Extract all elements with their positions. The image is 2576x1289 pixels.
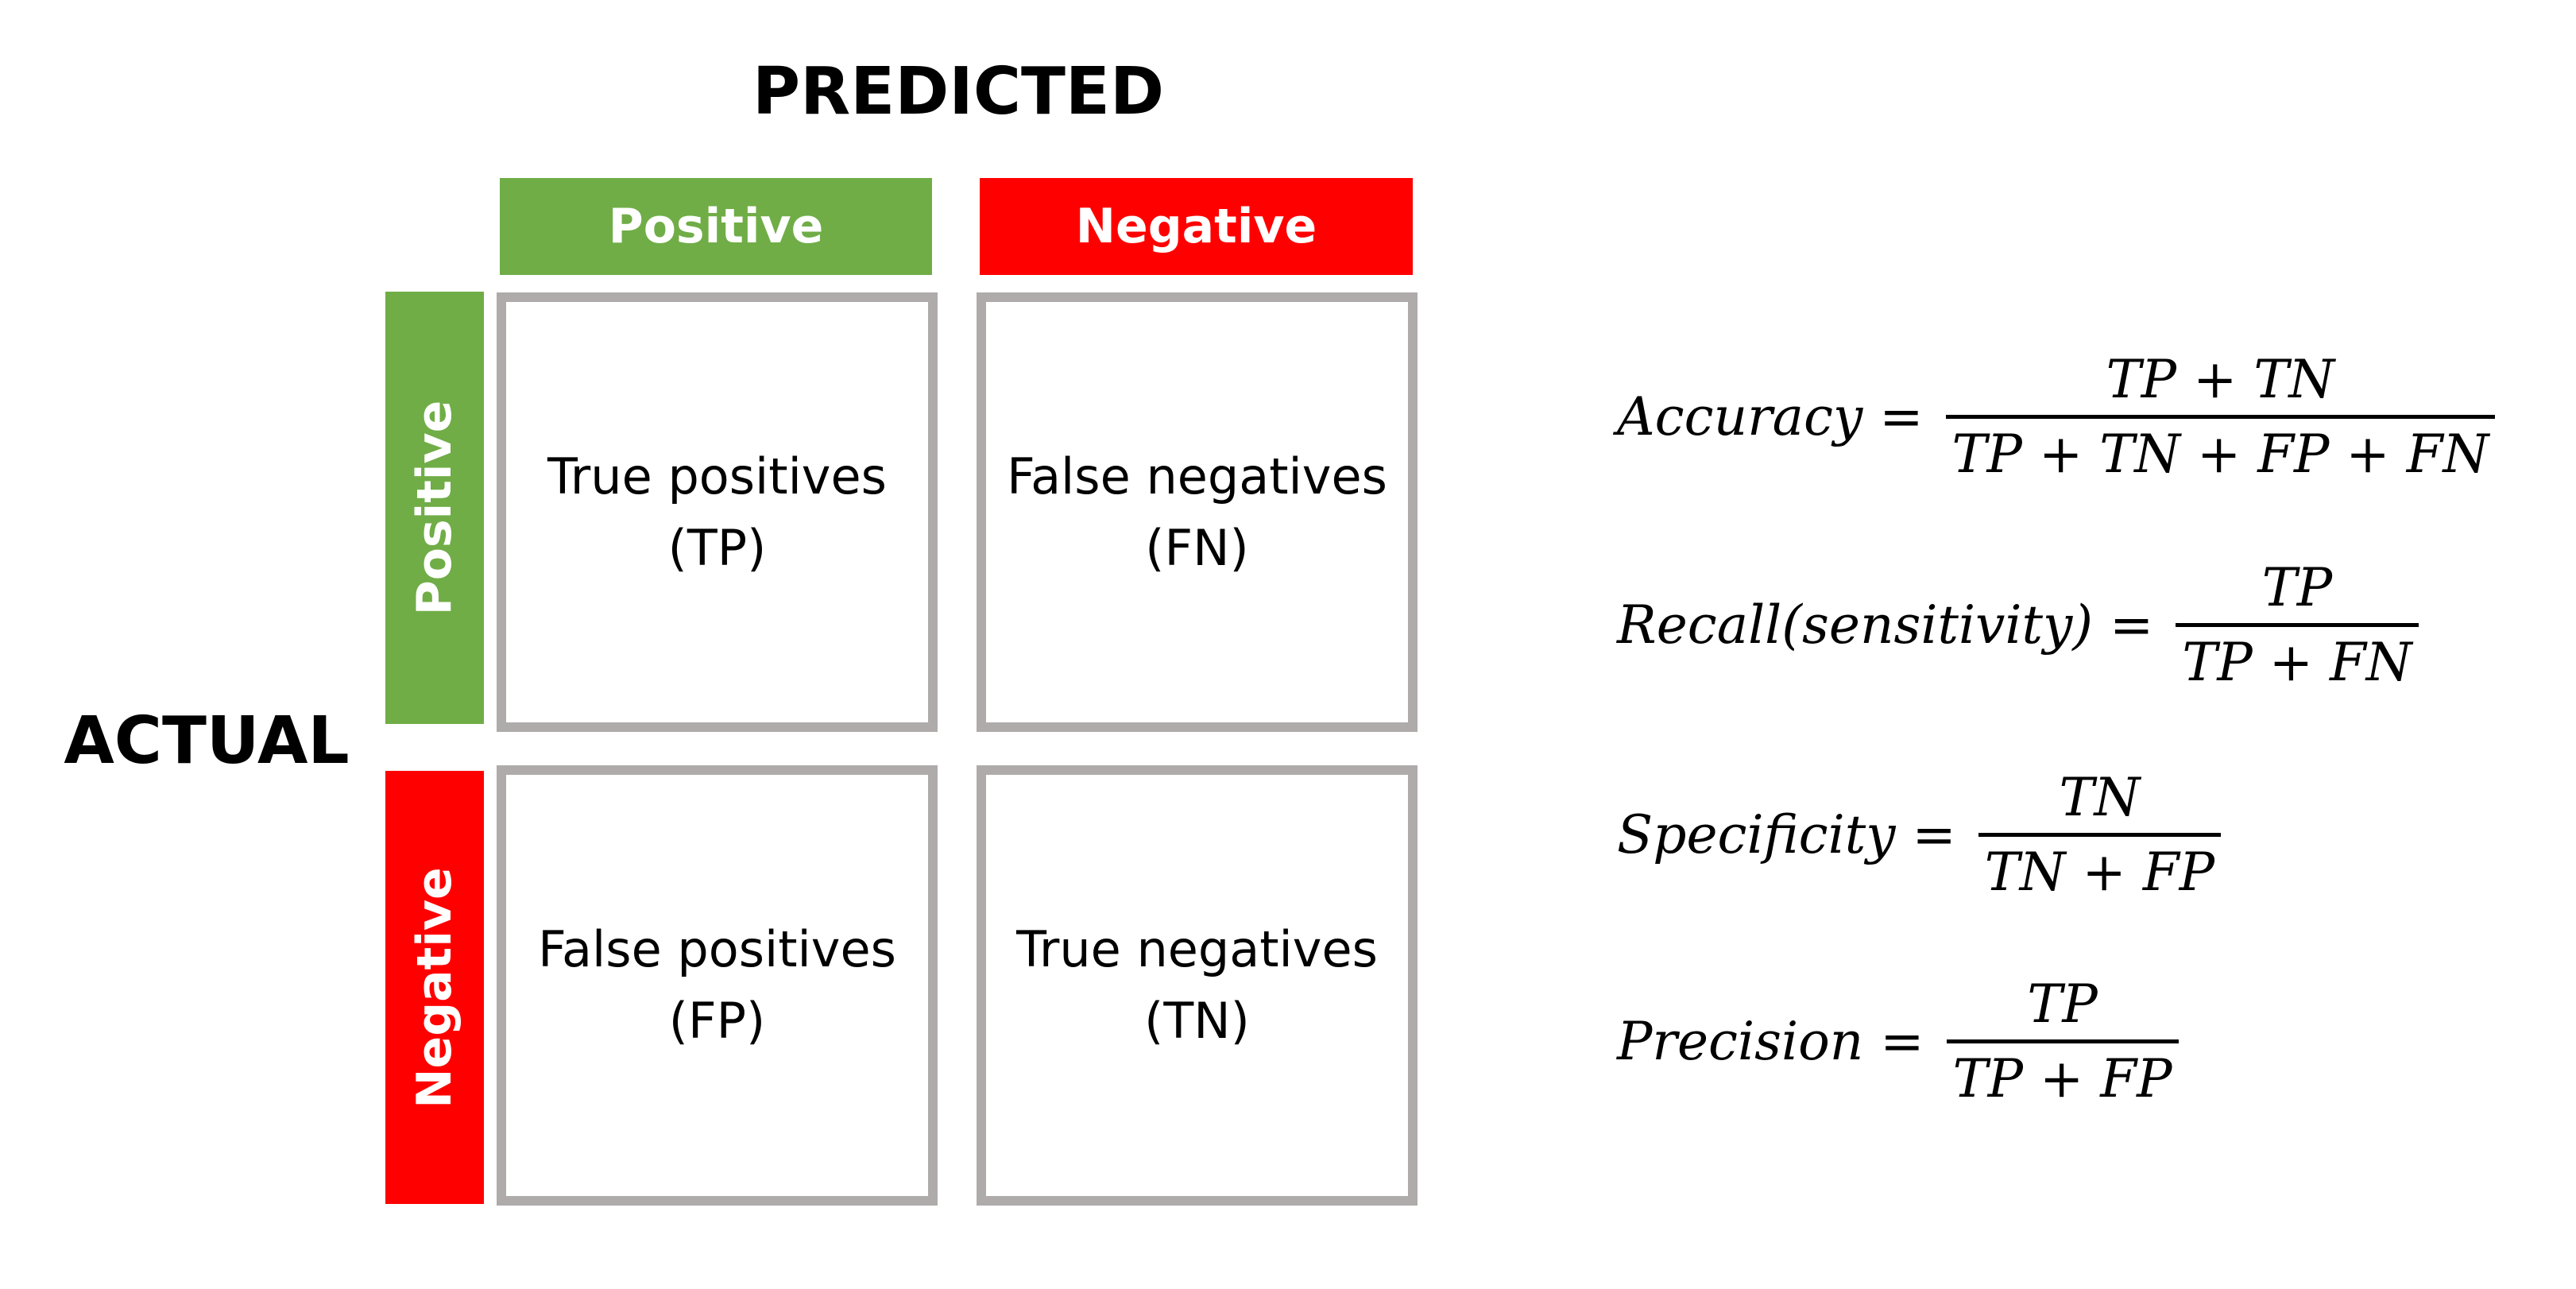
precision-denominator: TP + FP [1946,1039,2179,1107]
recall-fraction: TP TP + FN [2176,557,2419,691]
precision-lhs: Precision = [1617,1011,1924,1073]
false-negatives-abbr: (FN) [1145,518,1249,577]
specificity-denominator: TN + FP [1978,833,2222,900]
true-negatives-abbr: (TN) [1144,992,1250,1050]
true-positives-cell: True positives (TP) [497,292,938,732]
actual-negative-label: Negative [407,866,462,1109]
specificity-lhs: Specificity = [1617,804,1956,866]
recall-lhs: Recall(sensitivity) = [1617,594,2154,656]
precision-fraction: TP TP + FP [1946,974,2179,1107]
actual-positive-header: Positive [385,292,484,724]
false-negatives-cell: False negatives (FN) [977,292,1418,732]
accuracy-lhs: Accuracy = [1617,386,1924,448]
precision-formula: Precision = TP TP + FP [1617,977,2179,1107]
actual-negative-header: Negative [385,771,484,1204]
true-negatives-cell: True negatives (TN) [977,765,1418,1206]
accuracy-denominator: TP + TN + FP + FN [1945,415,2496,482]
false-negatives-label: False negatives [1007,447,1387,505]
accuracy-numerator: TP + TN [2106,349,2335,410]
recall-denominator: TP + FN [2176,623,2419,691]
accuracy-formula: Accuracy = TP + TN TP + TN + FP + FN [1617,349,2496,482]
true-positives-abbr: (TP) [667,518,767,577]
precision-numerator: TP [2027,974,2098,1035]
true-positives-label: True positives [547,447,887,505]
specificity-numerator: TN [2059,767,2141,828]
false-positives-label: False positives [538,920,896,979]
predicted-positive-header: Positive [500,178,932,275]
recall-formula: Recall(sensitivity) = TP TP + FN [1617,560,2419,691]
predicted-negative-header: Negative [980,178,1413,275]
false-positives-cell: False positives (FP) [497,765,938,1206]
actual-positive-label: Positive [407,400,462,616]
true-negatives-label: True negatives [1016,920,1378,979]
accuracy-fraction: TP + TN TP + TN + FP + FN [1945,349,2496,482]
specificity-fraction: TN TN + FP [1978,767,2222,900]
specificity-formula: Specificity = TN TN + FP [1617,767,2222,900]
actual-axis-title: ACTUAL [64,703,350,779]
predicted-axis-title: PREDICTED [752,54,1165,130]
false-positives-abbr: (FP) [668,992,766,1050]
recall-numerator: TP [2261,557,2333,618]
